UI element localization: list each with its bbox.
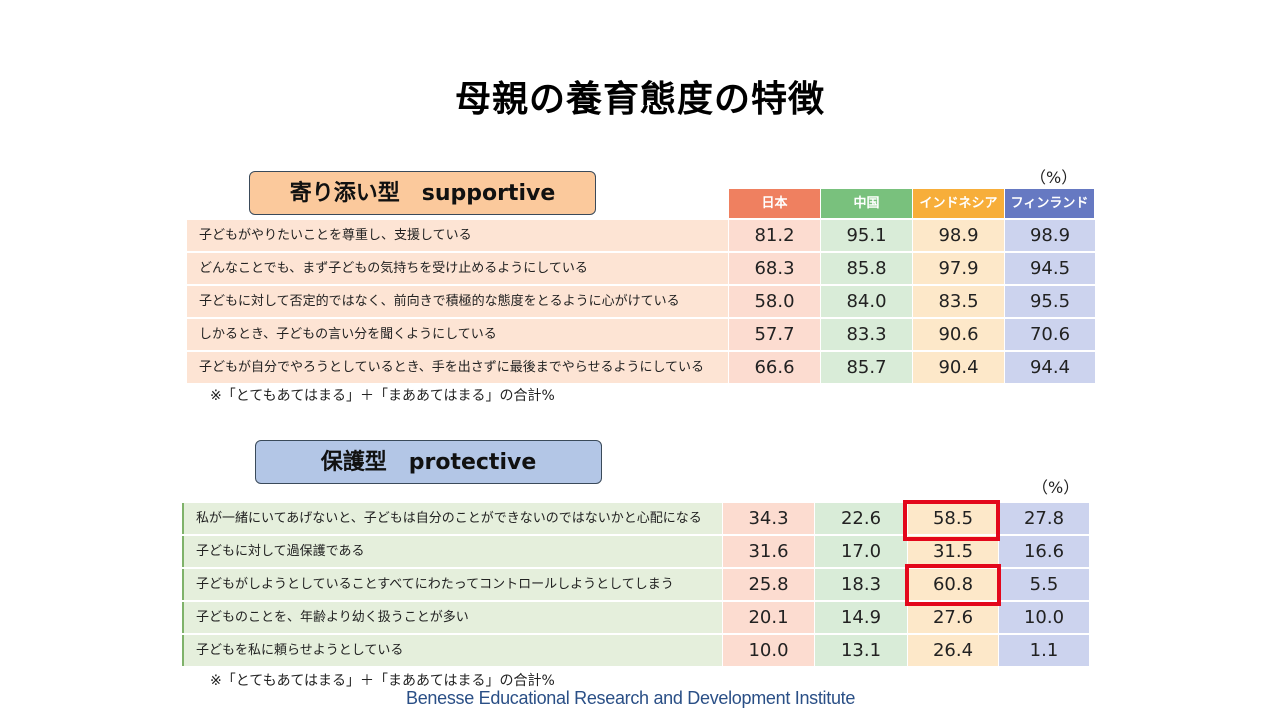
value-finland: 98.9 (1005, 220, 1095, 251)
value-china: 18.3 (815, 569, 907, 600)
row-label: 私が一緒にいてあげないと、子どもは自分のことができないのではないかと心配になる (182, 503, 722, 534)
row-label: 子どもがしようとしていることすべてにわたってコントロールしようとしてしまう (182, 569, 722, 600)
value-indonesia: 60.8 (908, 569, 998, 600)
value-indonesia: 90.6 (913, 319, 1004, 350)
value-china: 83.3 (821, 319, 912, 350)
column-header-indonesia: インドネシア (913, 189, 1004, 218)
table-row: 子どものことを、年齢より幼く扱うことが多い 20.1 14.9 27.6 10.… (182, 602, 1089, 633)
table-row: 子どもに対して過保護である 31.6 17.0 31.5 16.6 (182, 536, 1089, 567)
value-finland: 16.6 (999, 536, 1089, 567)
column-header-finland: フィンランド (1005, 189, 1094, 218)
value-china: 84.0 (821, 286, 912, 317)
value-finland: 27.8 (999, 503, 1089, 534)
section-label-protective: 保護型 protective (255, 440, 602, 484)
unit-label-supportive: （%） (1030, 168, 1078, 187)
section-label-supportive: 寄り添い型 supportive (249, 171, 596, 215)
column-headers: 日本 中国 インドネシア フィンランド (729, 189, 1095, 218)
value-china: 14.9 (815, 602, 907, 633)
value-indonesia: 90.4 (913, 352, 1004, 383)
unit-label-protective: （%） (1032, 478, 1080, 497)
table-row: 子どもを私に頼らせようとしている 10.0 13.1 26.4 1.1 (182, 635, 1089, 666)
row-label: しかるとき、子どもの言い分を聞くようにしている (187, 319, 728, 350)
value-finland: 10.0 (999, 602, 1089, 633)
table-row: 子どもが自分でやろうとしているとき、手を出さずに最後までやらせるようにしている … (187, 352, 1095, 383)
value-china: 13.1 (815, 635, 907, 666)
column-header-china: 中国 (821, 189, 912, 218)
value-japan: 58.0 (729, 286, 820, 317)
value-finland: 5.5 (999, 569, 1089, 600)
value-china: 17.0 (815, 536, 907, 567)
institute-name: Benesse Educational Research and Develop… (406, 688, 856, 708)
value-indonesia: 27.6 (908, 602, 998, 633)
value-japan: 34.3 (723, 503, 814, 534)
value-finland: 94.5 (1005, 253, 1095, 284)
table-row: 私が一緒にいてあげないと、子どもは自分のことができないのではないかと心配になる … (182, 503, 1089, 534)
value-china: 22.6 (815, 503, 907, 534)
value-indonesia: 97.9 (913, 253, 1004, 284)
value-japan: 20.1 (723, 602, 814, 633)
value-japan: 81.2 (729, 220, 820, 251)
value-japan: 25.8 (723, 569, 814, 600)
value-china: 85.8 (821, 253, 912, 284)
value-finland: 95.5 (1005, 286, 1095, 317)
table-row: しかるとき、子どもの言い分を聞くようにしている 57.7 83.3 90.6 7… (187, 319, 1095, 350)
value-japan: 31.6 (723, 536, 814, 567)
value-japan: 57.7 (729, 319, 820, 350)
supportive-table: 子どもがやりたいことを尊重し、支援している 81.2 95.1 98.9 98.… (187, 220, 1095, 383)
value-finland: 1.1 (999, 635, 1089, 666)
value-japan: 68.3 (729, 253, 820, 284)
row-label: 子どもに対して過保護である (182, 536, 722, 567)
value-indonesia: 58.5 (908, 503, 998, 534)
page-title: 母親の養育態度の特徴 (454, 79, 825, 120)
value-japan: 66.6 (729, 352, 820, 383)
row-label: 子どもを私に頼らせようとしている (182, 635, 722, 666)
value-indonesia: 26.4 (908, 635, 998, 666)
value-china: 85.7 (821, 352, 912, 383)
table-row: 子どもがやりたいことを尊重し、支援している 81.2 95.1 98.9 98.… (187, 220, 1095, 251)
row-label: 子どもがやりたいことを尊重し、支援している (187, 220, 728, 251)
row-label: 子どものことを、年齢より幼く扱うことが多い (182, 602, 722, 633)
table-row: 子どもに対して否定的ではなく、前向きで積極的な態度をとるように心がけている 58… (187, 286, 1095, 317)
footnote-supportive: ※「とてもあてはまる」＋「まああてはまる」の合計% (210, 388, 555, 404)
column-header-japan: 日本 (729, 189, 820, 218)
row-label: どんなことでも、まず子どもの気持ちを受け止めるようにしている (187, 253, 728, 284)
table-row: 子どもがしようとしていることすべてにわたってコントロールしようとしてしまう 25… (182, 569, 1089, 600)
row-label: 子どもに対して否定的ではなく、前向きで積極的な態度をとるように心がけている (187, 286, 728, 317)
value-finland: 70.6 (1005, 319, 1095, 350)
protective-table: 私が一緒にいてあげないと、子どもは自分のことができないのではないかと心配になる … (182, 503, 1089, 666)
row-label: 子どもが自分でやろうとしているとき、手を出さずに最後までやらせるようにしている (187, 352, 728, 383)
value-china: 95.1 (821, 220, 912, 251)
value-indonesia: 83.5 (913, 286, 1004, 317)
value-finland: 94.4 (1005, 352, 1095, 383)
value-indonesia: 98.9 (913, 220, 1004, 251)
table-row: どんなことでも、まず子どもの気持ちを受け止めるようにしている 68.3 85.8… (187, 253, 1095, 284)
value-indonesia: 31.5 (908, 536, 998, 567)
value-japan: 10.0 (723, 635, 814, 666)
footnote-protective: ※「とてもあてはまる」＋「まああてはまる」の合計% (210, 673, 555, 689)
